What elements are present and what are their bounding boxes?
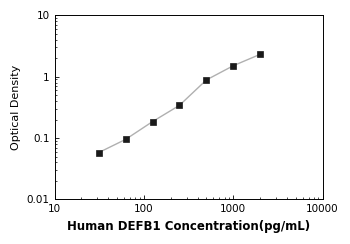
X-axis label: Human DEFB1 Concentration(pg/mL): Human DEFB1 Concentration(pg/mL) [67, 220, 310, 233]
Y-axis label: Optical Density: Optical Density [11, 65, 21, 150]
